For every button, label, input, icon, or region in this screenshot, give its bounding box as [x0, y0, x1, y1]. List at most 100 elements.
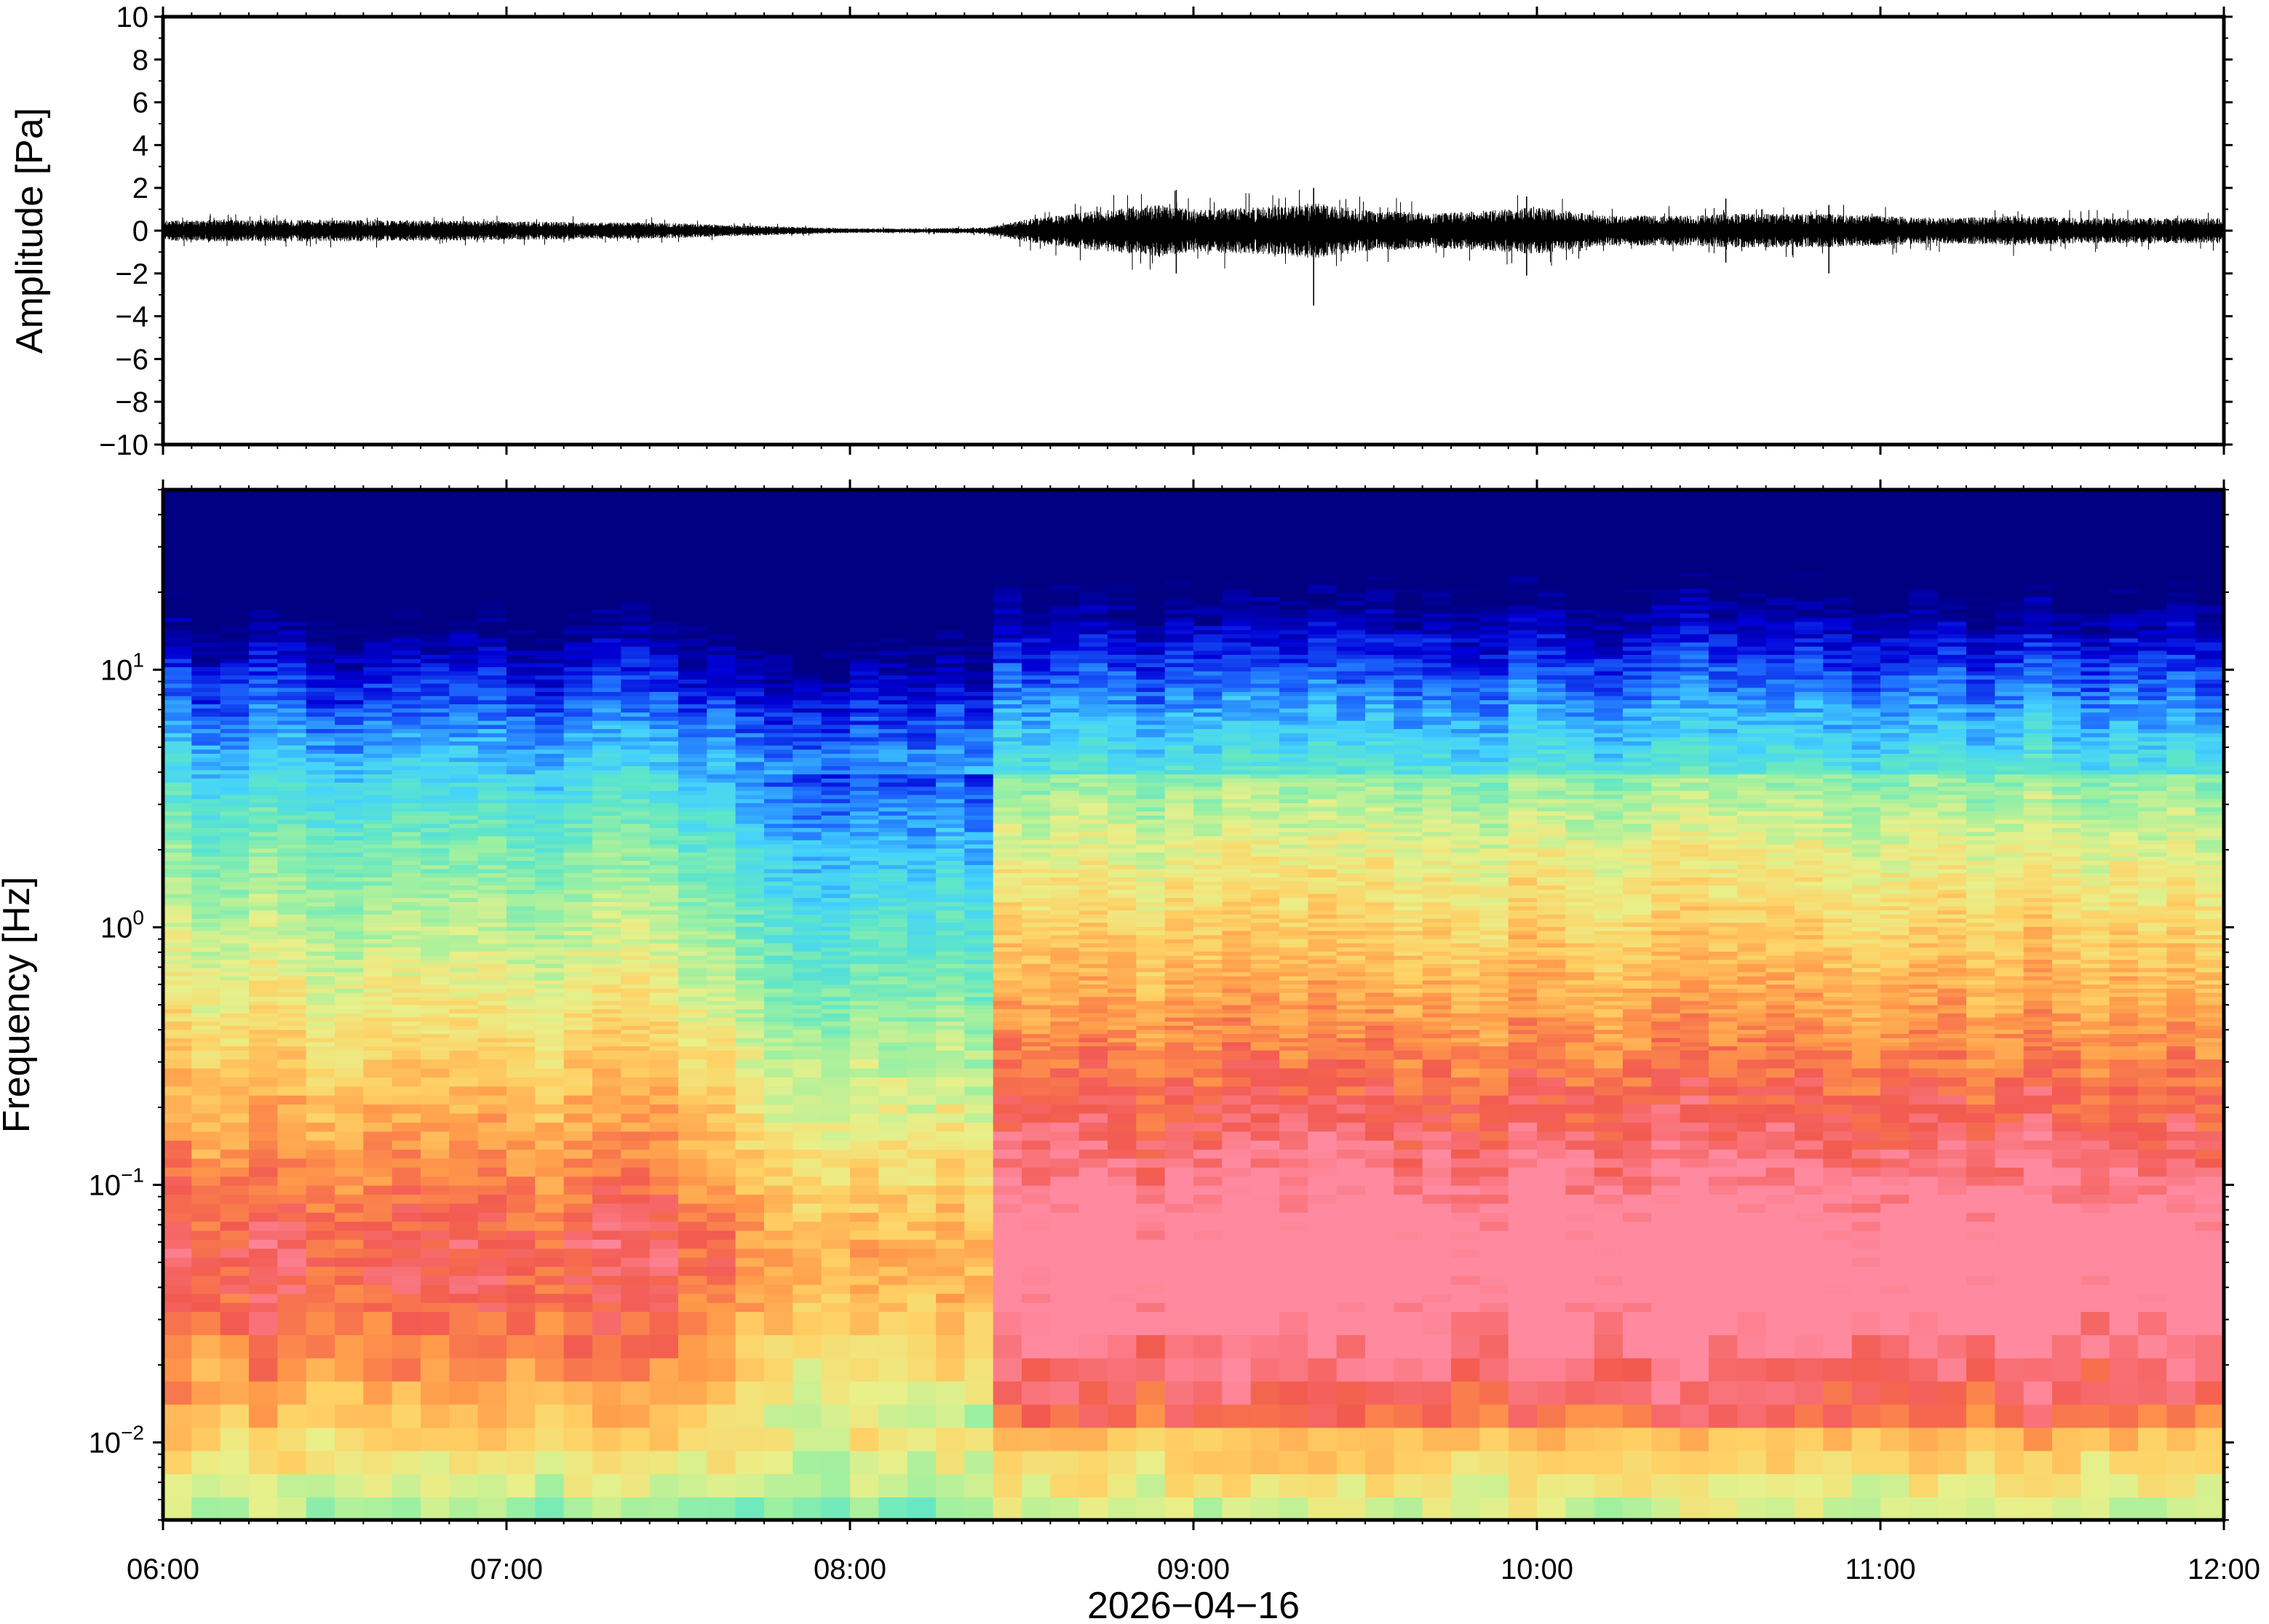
spectrogram-cell: [421, 691, 450, 696]
spectrogram-cell: [306, 744, 335, 750]
spectrogram-cell: [707, 786, 736, 791]
spectrogram-cell: [592, 922, 622, 927]
spectrogram-cell: [477, 498, 507, 503]
spectrogram-cell: [392, 872, 421, 877]
spectrogram-cell: [735, 1029, 765, 1035]
spectrogram-cell: [678, 840, 708, 845]
spectrogram-cell: [163, 1016, 193, 1022]
spectrogram-cell: [335, 699, 365, 704]
spectrogram-cell: [621, 741, 651, 746]
spectrogram-cell: [649, 1167, 679, 1177]
spectrogram-cell: [621, 1104, 651, 1114]
spectrogram-cell: [421, 588, 450, 594]
spectrogram-cell: [220, 905, 250, 911]
spectrogram-cell: [277, 914, 307, 919]
spectrogram-cell: [792, 889, 822, 894]
spectrogram-cell: [477, 744, 507, 750]
spectrogram-cell: [649, 670, 679, 676]
spectrogram-cell: [707, 501, 736, 507]
spectrogram-cell: [821, 794, 851, 800]
spectrogram-cell: [163, 918, 193, 923]
spectrogram-cell: [220, 1450, 250, 1475]
spectrogram-cell: [821, 588, 851, 594]
spectrogram-cell: [277, 1041, 307, 1047]
spectrogram-cell: [277, 1025, 307, 1030]
spectrogram-cell: [392, 1427, 421, 1452]
spectrogram-cell: [191, 769, 221, 775]
spectrogram-cell: [678, 592, 708, 597]
spectrogram-cell: [306, 538, 335, 544]
spectrogram-cell: [363, 699, 393, 704]
spectrogram-cell: [277, 872, 307, 877]
spectrogram-cell: [907, 707, 937, 713]
spectrogram-cell: [907, 1013, 937, 1018]
spectrogram-cell: [678, 843, 708, 849]
spectrogram-cell: [649, 625, 679, 631]
spectrogram-cell: [449, 1077, 479, 1087]
spectrogram-cell: [649, 959, 679, 964]
spectrogram-cell: [649, 1086, 679, 1096]
spectrogram-cell: [821, 798, 851, 803]
spectrogram-cell: [764, 1293, 794, 1303]
spectrogram-cell: [506, 584, 536, 589]
spectrogram-cell: [249, 1194, 279, 1204]
spectrogram-cell: [363, 971, 393, 976]
spectrogram-cell: [678, 1038, 708, 1043]
spectrogram-cell: [707, 947, 736, 952]
spectrogram-cell: [449, 501, 479, 507]
spectrogram-cell: [449, 662, 479, 667]
spectrogram-cell: [421, 934, 450, 939]
spectrogram-cell: [764, 704, 794, 709]
spectrogram-cell: [335, 926, 365, 931]
spectrogram-cell: [477, 757, 507, 763]
spectrogram-cell: [163, 1221, 193, 1231]
spectrogram-cell: [306, 1000, 335, 1006]
spectrogram-cell: [477, 1311, 507, 1335]
spectrogram-cell: [449, 1158, 479, 1168]
spectrogram-cell: [936, 988, 966, 993]
spectrogram-cell: [335, 670, 365, 676]
spectrogram-cell: [392, 831, 421, 837]
spectrogram-cell: [936, 901, 966, 907]
spectrogram-cell: [735, 1275, 765, 1285]
spectrogram-cell: [792, 1139, 822, 1150]
spectrogram-cell: [220, 840, 250, 845]
spectrogram-cell: [392, 501, 421, 507]
spectrogram-cell: [421, 563, 450, 569]
spectrogram-cell: [907, 909, 937, 915]
spectrogram-cell: [335, 976, 365, 981]
spectrogram-cell: [477, 1473, 507, 1497]
spectrogram-cell: [621, 930, 651, 936]
spectrogram-cell: [563, 682, 593, 688]
spectrogram-cell: [821, 909, 851, 915]
spectrogram-cell: [363, 1059, 393, 1069]
spectrogram-cell: [621, 1266, 651, 1276]
spectrogram-cell: [592, 897, 622, 902]
spectrogram-cell: [363, 901, 393, 907]
spectrogram-cell: [907, 588, 937, 594]
spectrogram-cell: [392, 666, 421, 672]
spectrogram-cell: [678, 1257, 708, 1267]
spectrogram-cell: [363, 645, 393, 651]
spectrogram-cell: [878, 642, 908, 647]
spectrogram-cell: [649, 1013, 679, 1018]
spectrogram-cell: [163, 979, 193, 985]
spectrogram-cell: [449, 1025, 479, 1030]
spectrogram-cell: [335, 1194, 365, 1204]
spectrogram-cell: [506, 979, 536, 985]
spectrogram-cell: [449, 493, 479, 498]
spectrogram-cell: [335, 625, 365, 631]
spectrogram-cell: [163, 1450, 193, 1475]
spectrogram-cell: [678, 939, 708, 944]
spectrogram-cell: [220, 992, 250, 998]
spectrogram-cell: [277, 546, 307, 552]
spectrogram-cell: [535, 947, 565, 952]
spectrogram-cell: [477, 1004, 507, 1010]
spectrogram-cell: [277, 963, 307, 968]
spectrogram-cell: [277, 605, 307, 610]
spectrogram-cell: [649, 897, 679, 902]
spectrogram-cell: [735, 596, 765, 602]
spectrogram-cell: [335, 741, 365, 746]
spectrogram-cell: [220, 720, 250, 725]
spectrogram-cell: [878, 543, 908, 548]
